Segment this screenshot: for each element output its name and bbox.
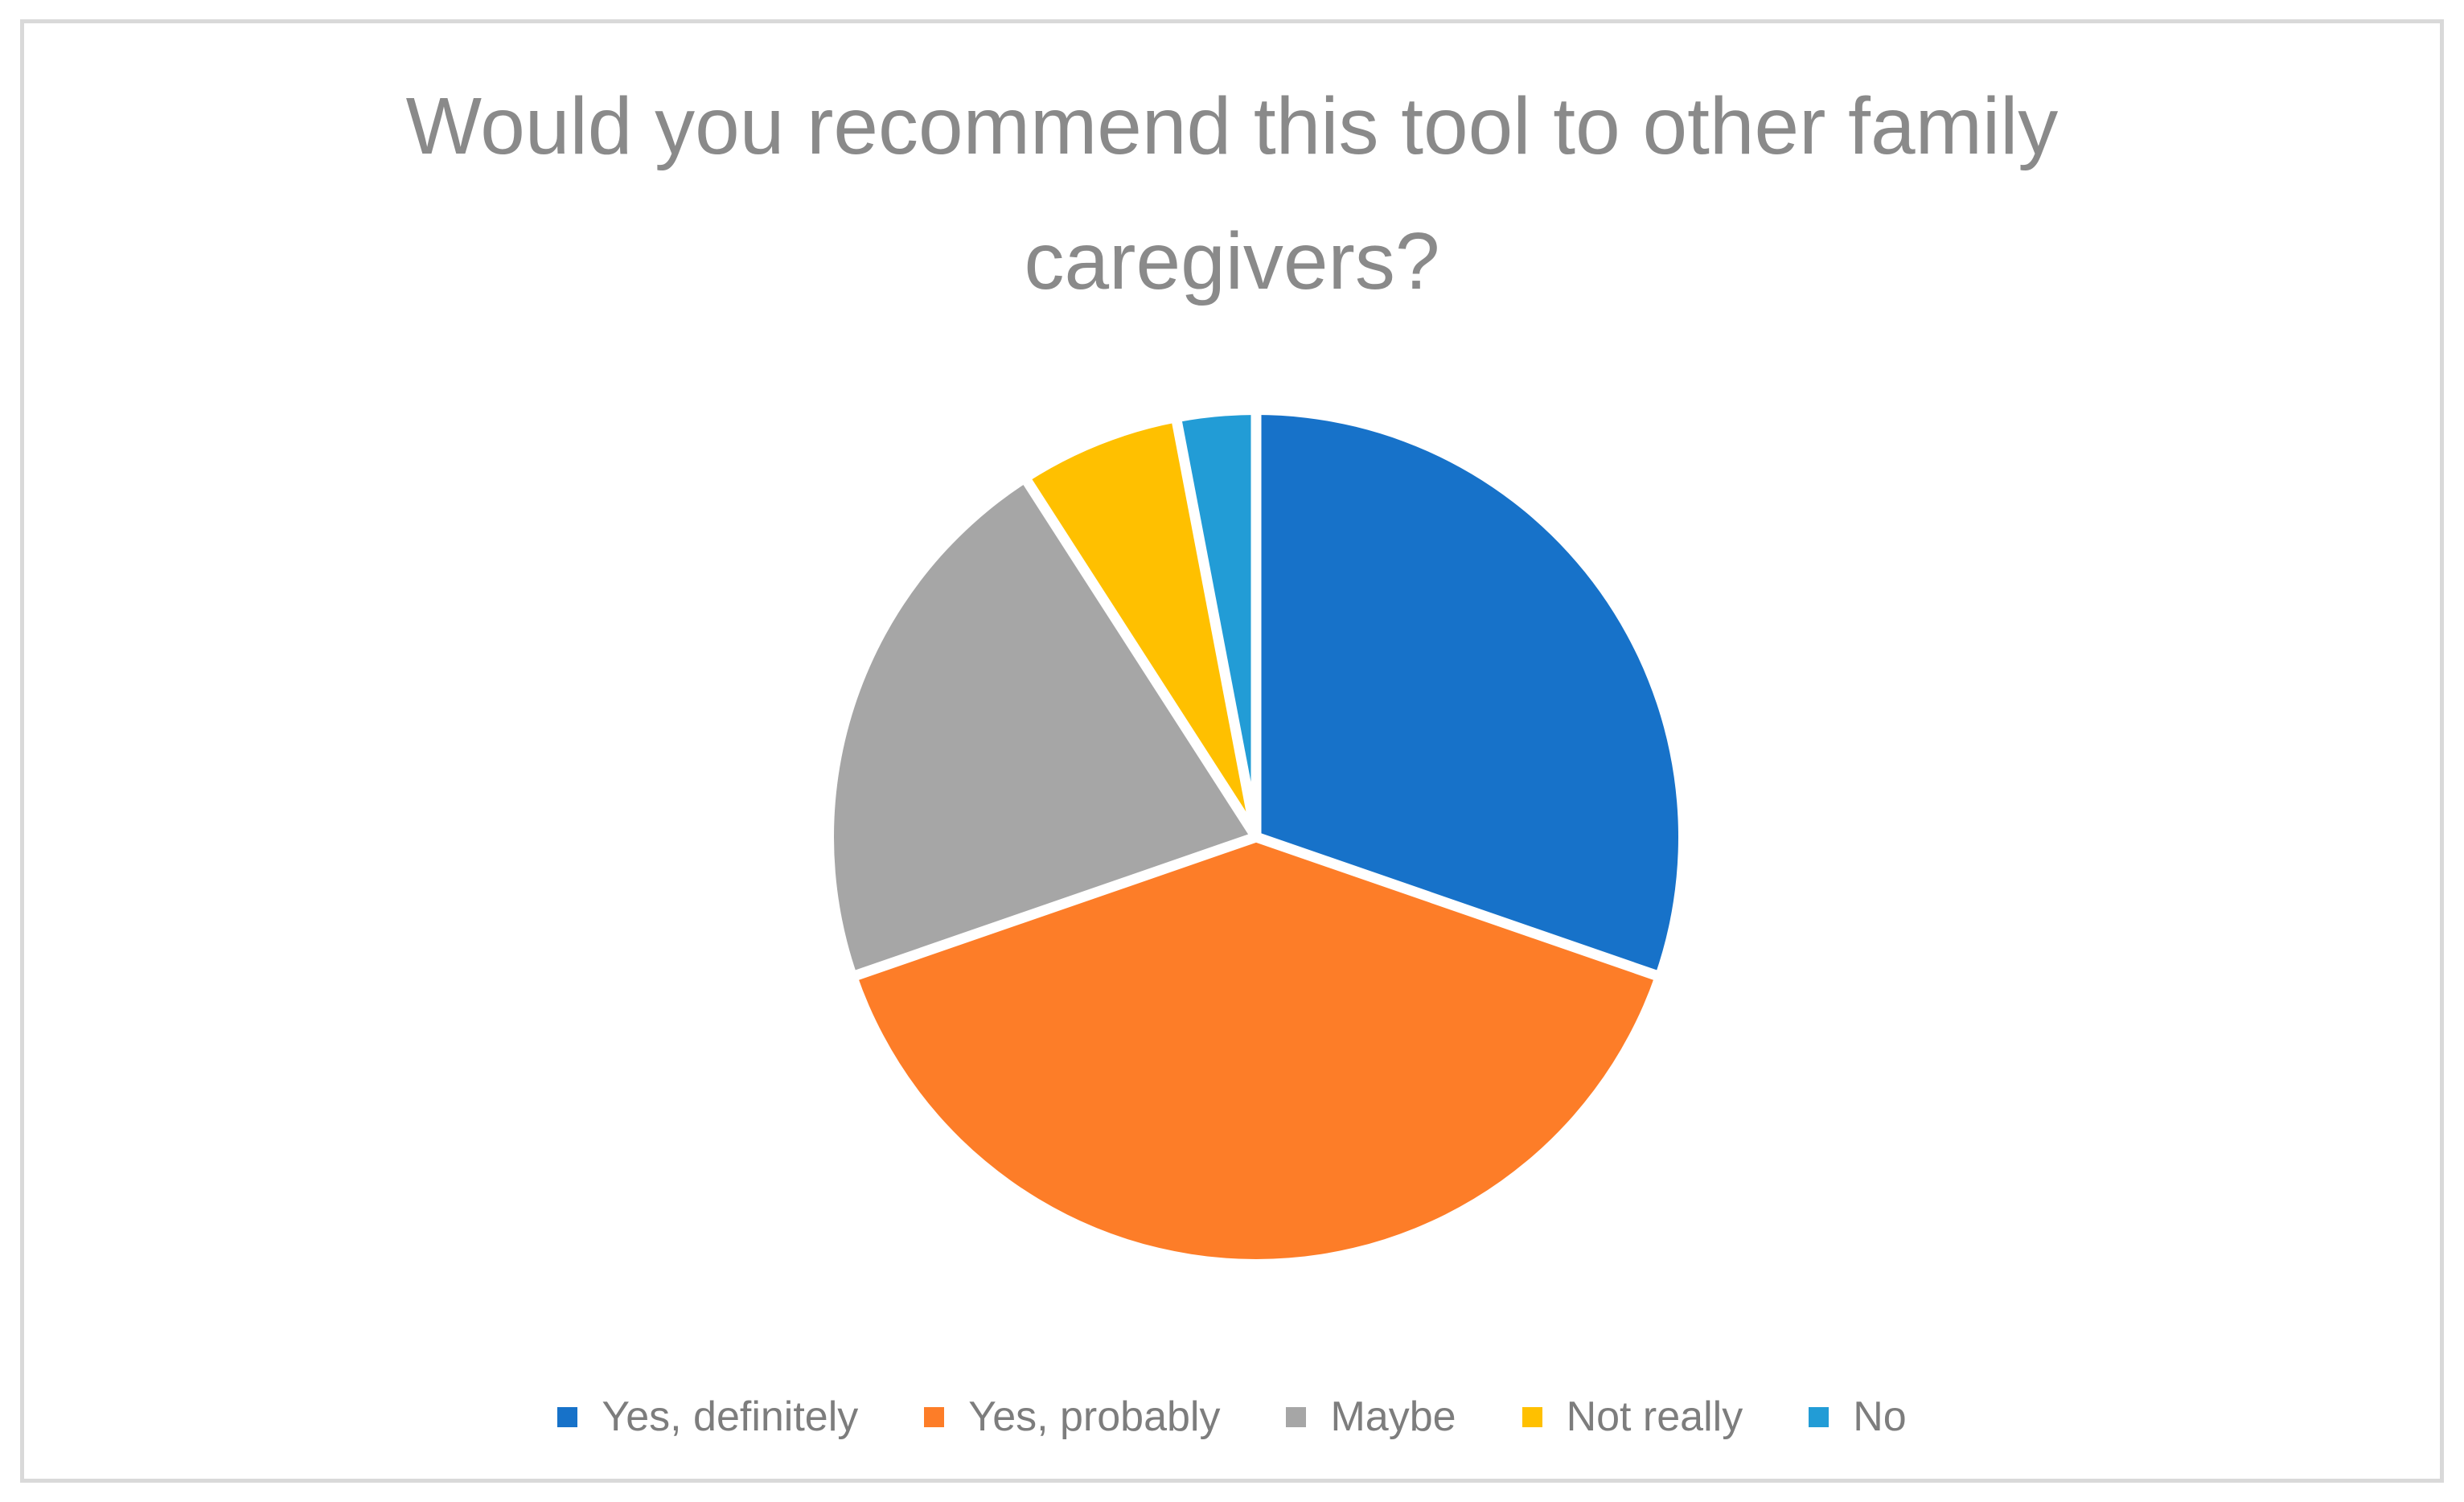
legend-item-maybe: Maybe [1286,1396,1456,1438]
pie-slice-yes-definitely [1256,415,1678,975]
pie-slice-separator [854,831,1259,981]
pie-slice-separator [1172,421,1262,839]
legend-item-not-really: Not really [1522,1396,1743,1438]
pie-slice-yes-probably [856,837,1656,1259]
chart-title-line-2: caregivers? [1024,216,1440,306]
chart-title-line-1: Would you recommend this tool to other f… [405,81,2059,171]
legend-label: Not really [1566,1393,1743,1440]
legend-label: Maybe [1330,1393,1456,1440]
pie-slice-maybe [834,482,1256,975]
legend-label: No [1853,1393,1907,1440]
pie-slice-separator [1022,478,1261,840]
legend-swatch-no [1809,1406,1830,1427]
legend-item-yes-definitely: Yes, definitely [557,1396,858,1438]
pie-slice-not-really [1027,422,1256,837]
legend-swatch-yes-probably [924,1406,945,1427]
legend-item-no: No [1809,1393,1907,1440]
legend-swatch-maybe [1286,1406,1307,1427]
pie-chart [834,414,1678,1259]
legend-swatch-yes-definitely [557,1406,578,1427]
chart-title: Would you recommend this tool to other f… [24,59,2440,329]
legend-item-yes-probably: Yes, probably [924,1396,1220,1438]
legend-label: Yes, definitely [602,1393,859,1440]
legend: Yes, definitely Yes, probably Maybe Not … [24,1373,2440,1461]
pie-slice-separator [1254,831,1658,981]
chart-frame: Would you recommend this tool to other f… [20,19,2444,1483]
legend-label: Yes, probably [968,1393,1221,1440]
legend-swatch-not-really [1522,1406,1542,1427]
